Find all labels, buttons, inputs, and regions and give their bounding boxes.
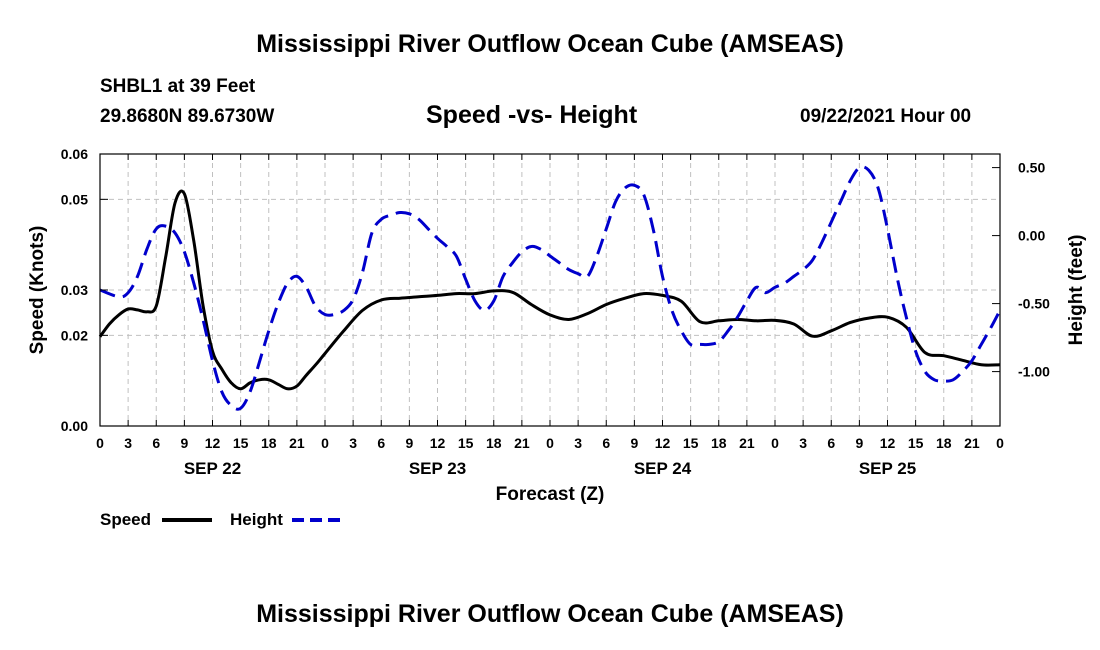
x-tick-label: 0 [546,435,554,451]
x-tick-label: 21 [964,435,980,451]
x-date-label: SEP 25 [859,459,916,478]
series-line-speed [98,189,1001,391]
x-tick-label: 0 [771,435,779,451]
y-tick-label: 0.05 [61,191,88,207]
x-tick-label: 3 [799,435,807,451]
x-tick-label: 18 [936,435,952,451]
y2-tick-label: 0.50 [1018,160,1045,176]
y-tick-label: 0.00 [61,418,88,434]
x-tick-label: 0 [996,435,1004,451]
x-date-label: SEP 22 [184,459,241,478]
x-tick-label: 12 [880,435,896,451]
x-tick-label: 21 [739,435,755,451]
station-label: SHBL1 at 39 Feet [100,76,256,97]
x-tick-label: 6 [152,435,160,451]
x-tick-label: 6 [377,435,385,451]
x-tick-label: 3 [124,435,132,451]
x-tick-label: 18 [261,435,277,451]
x-tick-label: 15 [233,435,249,451]
x-tick-label: 12 [430,435,446,451]
footer-title: Mississippi River Outflow Ocean Cube (AM… [256,600,844,628]
x-tick-label: 0 [321,435,329,451]
x-tick-label: 18 [711,435,727,451]
y-tick-label: 0.06 [61,146,88,162]
x-tick-label: 15 [683,435,699,451]
x-axis-title: Forecast (Z) [496,484,605,505]
series-layer [98,165,1002,411]
y2-axis-title: Height (feet) [1066,235,1087,346]
page-title: Mississippi River Outflow Ocean Cube (AM… [256,30,844,58]
legend-height-label: Height [230,510,283,529]
x-tick-label: 9 [855,435,863,451]
x-tick-label: 21 [289,435,305,451]
series-line-height [99,165,1002,411]
forecast-datetime: 09/22/2021 Hour 00 [800,106,972,127]
x-tick-label: 0 [96,435,104,451]
legend-speed-label: Speed [100,510,151,529]
y2-tick-label: 0.00 [1018,228,1045,244]
grid-layer [100,154,1000,426]
legend: Speed Height [100,510,342,529]
coordinates-label: 29.8680N 89.6730W [100,106,275,127]
y-axis-title: Speed (Knots) [27,226,48,355]
x-tick-label: 15 [908,435,924,451]
x-tick-label: 12 [205,435,221,451]
x-tick-label: 6 [827,435,835,451]
y-tick-label: 0.03 [61,282,88,298]
x-tick-label: 3 [349,435,357,451]
x-tick-label: 18 [486,435,502,451]
x-tick-label: 15 [458,435,474,451]
x-tick-label: 9 [405,435,413,451]
x-tick-label: 21 [514,435,530,451]
chart-subtitle: Speed -vs- Height [426,101,638,129]
x-tick-label: 9 [180,435,188,451]
y-tick-label: 0.02 [61,327,88,343]
y2-tick-label: -1.00 [1018,364,1050,380]
axis-layer: 0 3 6 9 12 15 18 21 0 3 6 9 12 15 18 21 0 3 6 9 12 15 18 21 0 3 6 9… [61,146,1050,478]
x-date-label: SEP 24 [634,459,692,478]
y2-tick-label: -0.50 [1018,296,1050,312]
x-tick-label: 3 [574,435,582,451]
x-tick-label: 12 [655,435,671,451]
x-date-label: SEP 23 [409,459,466,478]
x-tick-label: 6 [602,435,610,451]
x-tick-label: 9 [630,435,638,451]
